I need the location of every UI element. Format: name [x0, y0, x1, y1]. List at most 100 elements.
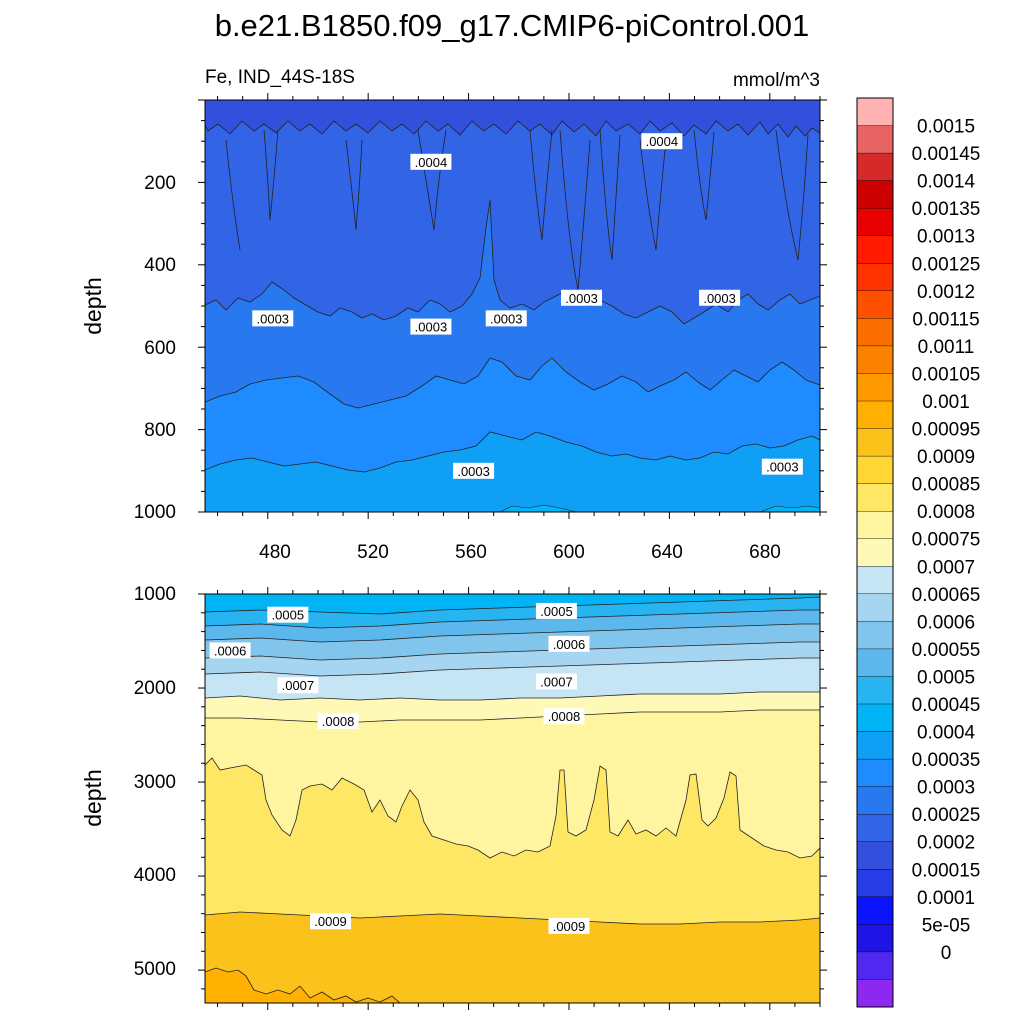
- units-label: mmol/m^3: [733, 70, 820, 91]
- colorbar-swatch: [856, 152, 894, 182]
- colorbar-swatch: [856, 813, 894, 843]
- colorbar-label: 5e-05: [922, 915, 971, 936]
- contour-label: .0005: [267, 606, 309, 623]
- colorbar-label: 0.0006: [917, 612, 975, 633]
- contour-label-box: [209, 642, 251, 659]
- colorbar-label: 0.00045: [912, 695, 981, 716]
- contour-label-text: .0005: [540, 604, 573, 619]
- contour-label: .0003: [453, 462, 495, 479]
- colorbar-label: 0.00085: [912, 475, 981, 496]
- colorbar-label: 0.0014: [917, 172, 976, 193]
- colorbar-swatch: [856, 924, 894, 953]
- contour-label-text: .0003: [703, 291, 736, 306]
- colorbar-swatch: [856, 400, 894, 430]
- contour-label-text: .0004: [646, 134, 679, 149]
- colorbar-swatch: [856, 428, 894, 457]
- colorbar-swatch: [856, 318, 894, 347]
- contour-label: .0003: [761, 458, 803, 475]
- colorbar-label: 0.0002: [917, 833, 975, 854]
- contour-label-box: [548, 917, 590, 934]
- contour-label-text: .0003: [565, 291, 598, 306]
- contour-label-text: .0009: [553, 919, 586, 934]
- contour-label-box: [699, 289, 741, 306]
- contour-label-text: .0006: [553, 637, 586, 652]
- colorbar-label: 0.00055: [912, 640, 981, 661]
- chart-title: b.e21.B1850.f09_g17.CMIP6-piControl.001: [215, 8, 810, 43]
- contour-label-text: .0008: [548, 709, 581, 724]
- upper-ytick-label-200: 200: [144, 173, 176, 194]
- contour-label-box: [535, 602, 577, 619]
- contour-label-box: [410, 318, 452, 335]
- colorbar-swatch: [856, 703, 894, 733]
- colorbar-frame: [856, 97, 894, 1008]
- colorbar-label: 0.00115: [912, 309, 979, 330]
- colorbar-label: 0.0013: [917, 227, 975, 248]
- colorbar-swatch: [856, 483, 894, 512]
- contour-label-text: .0006: [214, 643, 247, 658]
- upper-xtick-label-640: 640: [651, 542, 683, 563]
- colorbar-label: 0: [941, 943, 952, 964]
- colorbar-label: 0.00015: [912, 860, 981, 881]
- colorbar: 0.0015 0.00145 0.0014 0.00135 0.0013 0.00125 0…: [856, 97, 981, 1008]
- lower-ytick-label-1000: 1000: [134, 584, 176, 605]
- contour-label-text: .0003: [766, 460, 799, 475]
- contour-label: .0003: [699, 289, 741, 306]
- colorbar-swatch: [856, 731, 894, 760]
- colorbar-label: 0.00025: [912, 805, 981, 826]
- upper-xtick-label-520: 520: [357, 542, 389, 563]
- lower-ylabel: depth: [80, 769, 106, 827]
- colorbar-label: 0.00095: [912, 420, 981, 441]
- contour-label-box: [641, 133, 683, 150]
- upper-xtick-label-600: 600: [553, 542, 585, 563]
- contour-label-text: .0007: [540, 674, 573, 689]
- lower-ytick-labels: 1000 2000 3000 4000 5000: [134, 584, 176, 980]
- contour-label-box: [535, 673, 577, 690]
- contour-label-text: .0003: [257, 311, 290, 326]
- lower-axis-ticks: [198, 587, 827, 1010]
- colorbar-labels: 0.0015 0.00145 0.0014 0.00135 0.0013 0.00125 0…: [912, 117, 981, 964]
- colorbar-swatch: [856, 869, 894, 898]
- contour-label-text: .0003: [490, 311, 523, 326]
- contour-label-text: .0004: [415, 155, 448, 170]
- contour-label-box: [317, 712, 359, 729]
- colorbar-swatch: [856, 896, 894, 925]
- contour-label-box: [310, 913, 352, 930]
- contour-label-text: .0007: [282, 678, 315, 693]
- colorbar-swatch: [856, 648, 894, 677]
- colorbar-label: 0.00145: [912, 144, 981, 165]
- upper-xtick-labels: 480 520 560 600 640 680: [259, 542, 781, 563]
- colorbar-swatch: [856, 538, 894, 567]
- colorbar-swatch: [856, 786, 894, 815]
- contour-label-text: .0008: [322, 714, 355, 729]
- upper-panel: .0003 .0003 .0003 .0003 .0003 .0003 .0003 .0004…: [80, 93, 827, 563]
- upper-ytick-label-1000: 1000: [134, 502, 176, 523]
- colorbar-swatch: [856, 455, 894, 485]
- colorbar-label: 0.0004: [917, 723, 976, 744]
- colorbar-swatch: [856, 235, 894, 264]
- colorbar-swatch: [856, 345, 894, 374]
- upper-ytick-label-600: 600: [144, 338, 176, 359]
- upper-xtick-label-680: 680: [749, 542, 781, 563]
- colorbar-swatch: [856, 979, 894, 1008]
- colorbar-swatch: [856, 676, 894, 705]
- contour-label: .0006: [548, 635, 590, 652]
- contour-label-box: [453, 462, 495, 479]
- upper-band-deep: [499, 504, 820, 512]
- colorbar-swatch: [856, 593, 894, 622]
- upper-xtick-label-560: 560: [455, 542, 487, 563]
- colorbar-swatch: [856, 566, 894, 595]
- colorbar-swatch: [856, 841, 894, 870]
- colorbar-swatch: [856, 758, 894, 788]
- lower-contour-labels: .0005 .0005 .0006 .0006 .0007 .0007 .0008 .0008…: [209, 602, 590, 934]
- contour-label-box: [252, 310, 294, 327]
- contour-label: .0006: [209, 642, 251, 659]
- upper-contour-labels: .0003 .0003 .0003 .0003 .0003 .0003 .0003 .0004…: [252, 133, 803, 479]
- colorbar-swatch: [856, 290, 894, 319]
- contour-label-box: [485, 310, 527, 327]
- contour-label-text: .0003: [457, 464, 490, 479]
- upper-axis-ticks: [198, 93, 827, 519]
- colorbar-label: 0.0015: [917, 117, 975, 138]
- upper-ytick-labels: 200 400 600 800 1000: [134, 173, 176, 523]
- colorbar-label: 0.0008: [917, 502, 975, 523]
